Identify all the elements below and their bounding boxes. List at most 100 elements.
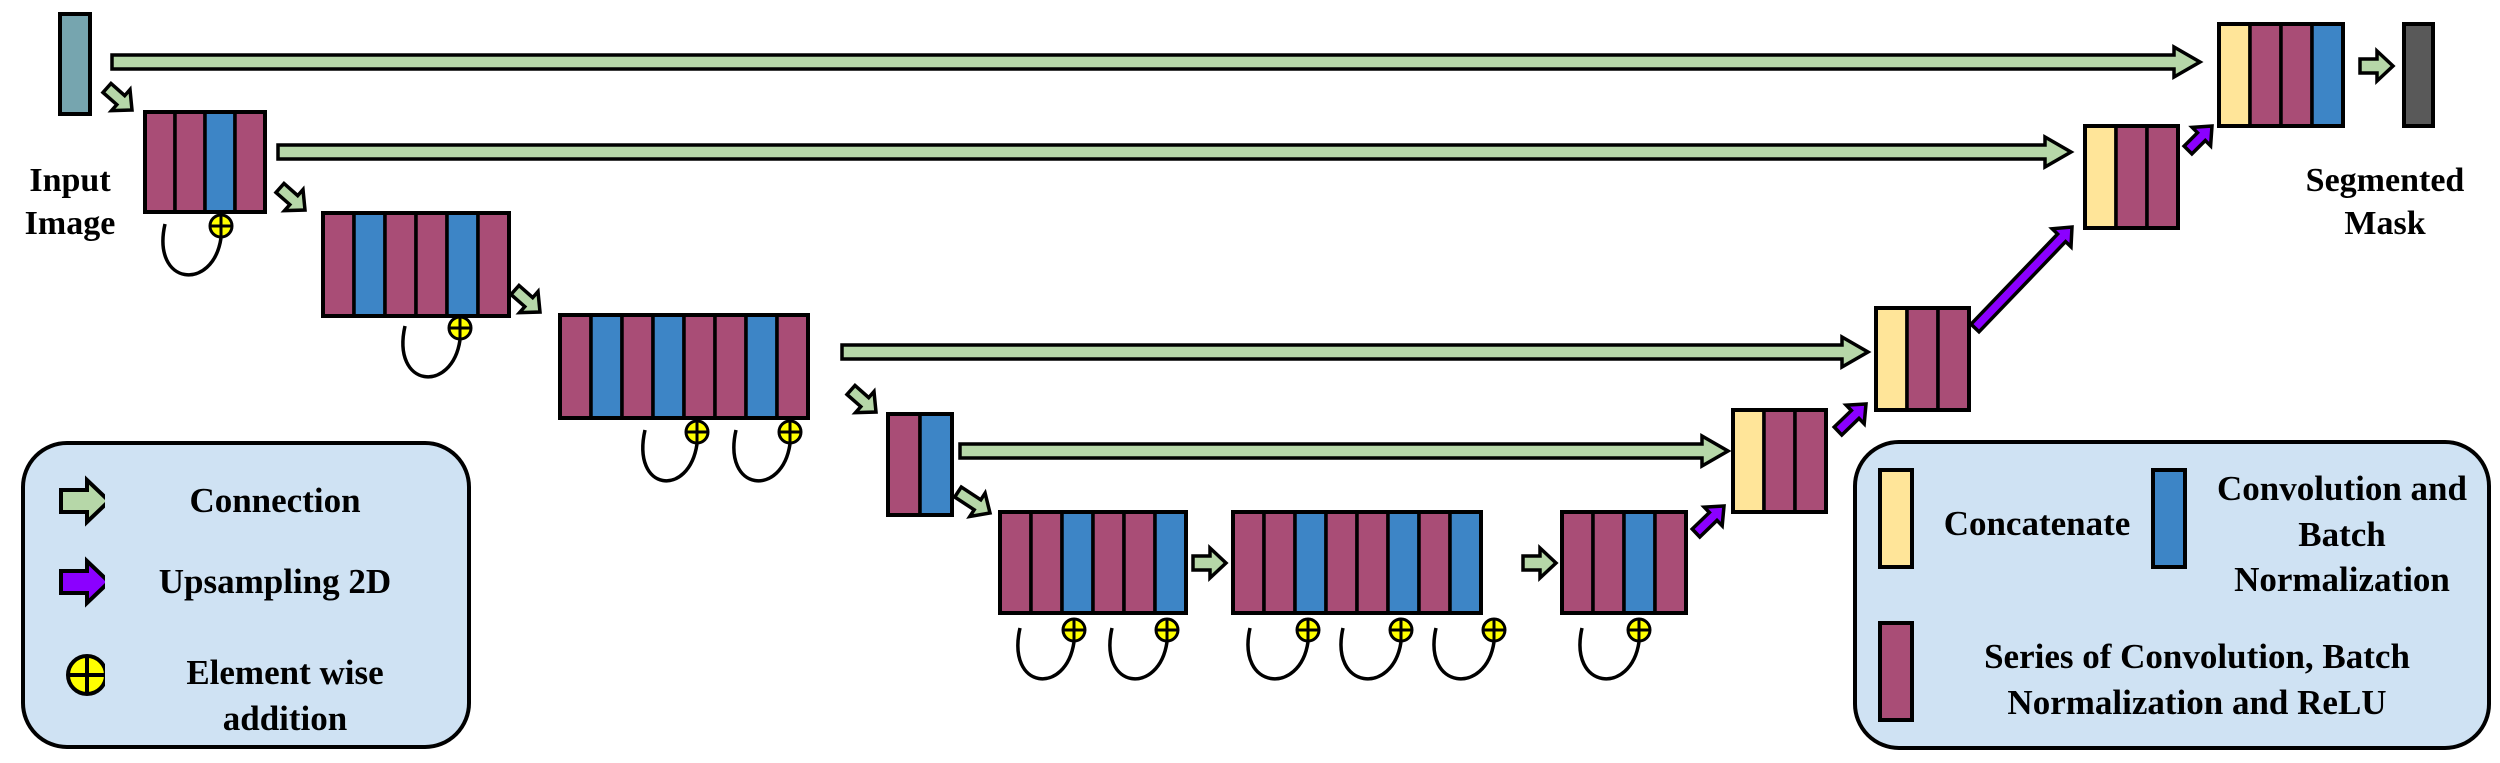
block-stripe [1936, 306, 1971, 412]
downsample-arrow [508, 283, 542, 315]
connection-arrow [1521, 543, 1559, 583]
legend-upsampling-label: Upsampling 2D [158, 562, 392, 601]
residual-loop [1108, 627, 1169, 681]
block-stripe [58, 12, 92, 116]
encoder-block-1 [143, 110, 267, 214]
legend-connection-label: Connection [189, 481, 361, 520]
block-stripe [1653, 510, 1688, 615]
element-wise-addition-icon [66, 654, 105, 696]
residual-loop [1432, 627, 1496, 681]
downsample-arrow [273, 181, 307, 213]
block-outline [1874, 306, 1971, 412]
skip-connection-arrow [276, 133, 2075, 171]
residual-connection [1108, 617, 1180, 681]
block-stripe [1060, 510, 1095, 615]
encoder-block-4 [886, 412, 954, 517]
block-stripe [1029, 510, 1064, 615]
residual-connection [1339, 617, 1414, 681]
block-stripe [203, 110, 237, 214]
feature-blocks [58, 12, 2435, 615]
legend-right-swatches [1878, 468, 2187, 722]
upsampling-arrow-icon [59, 556, 105, 608]
encoder-block-2 [321, 211, 511, 318]
residual-connection [1246, 617, 1321, 681]
block-stripe [2145, 124, 2180, 230]
block-stripe [744, 313, 779, 420]
residual-loop [401, 325, 462, 379]
block-outline [2083, 124, 2180, 230]
residual-connection [161, 213, 234, 277]
block-stripe [321, 211, 356, 318]
conv-bn-relu-swatch [1878, 621, 1914, 722]
block-stripe [173, 110, 207, 214]
connection-arrow [2358, 46, 2396, 86]
block-stripe [1324, 510, 1359, 615]
block-outline [886, 412, 954, 517]
block-stripe [713, 313, 748, 420]
residual-loop [1578, 627, 1641, 681]
block-stripe [476, 211, 511, 318]
decoder-block-4 [2217, 22, 2345, 128]
block-stripe [682, 313, 717, 420]
skip-connection-arrow [958, 432, 1732, 470]
block-outline [58, 12, 92, 116]
block-stripe [1417, 510, 1452, 615]
block-stripe [558, 313, 593, 420]
residual-loop [1016, 627, 1076, 681]
block-stripe [998, 510, 1033, 615]
downsample-arrow [844, 383, 878, 415]
encoder-block-3 [558, 313, 810, 420]
block-stripe [620, 313, 655, 420]
block-stripe [1560, 510, 1595, 615]
skip-connections [110, 43, 2204, 470]
residual-connection [1578, 617, 1652, 681]
block-outline [1731, 408, 1828, 514]
block-stripe [2217, 22, 2252, 128]
residual-loop [1246, 627, 1310, 681]
downsample-arrow [100, 81, 134, 113]
conv-bn-swatch [2151, 468, 2187, 569]
block-stripe [1591, 510, 1626, 615]
block-outline [1560, 510, 1688, 615]
block-stripe [1293, 510, 1328, 615]
block-outline [558, 313, 810, 420]
residual-loop [641, 429, 699, 483]
legend-addition-label: Element wise addition [186, 653, 384, 738]
block-stripe [1905, 306, 1940, 412]
residual-loops [161, 213, 1652, 681]
block-stripe [775, 313, 810, 420]
bridge-block-2 [1231, 510, 1483, 615]
residual-loop [161, 223, 223, 277]
legend-conv-bn-label: Convolution and Batch Normalization [2217, 469, 2467, 599]
block-stripe [2402, 22, 2435, 128]
block-stripe [1448, 510, 1483, 615]
legend-right: Concatenate Convolution and Batch Normal… [1853, 440, 2491, 750]
block-stripe [233, 110, 267, 214]
block-stripe [2114, 124, 2149, 230]
block-stripe [1231, 510, 1266, 615]
block-stripe [383, 211, 418, 318]
decoder-block-2 [1874, 306, 1971, 412]
upsample-arrow [2181, 124, 2214, 157]
residual-connection [641, 419, 710, 483]
downsample-arrow [952, 484, 993, 519]
block-stripe [918, 412, 954, 517]
bridge-block-1 [998, 510, 1188, 615]
bridge-block-3 [1560, 510, 1688, 615]
block-stripe [1091, 510, 1126, 615]
block-stripe [143, 110, 177, 214]
connection-arrow [1191, 543, 1229, 583]
decoder-block-1 [1731, 408, 1828, 514]
concatenate-swatch [1878, 468, 1914, 569]
block-outline [143, 110, 267, 214]
skip-connection-arrow [840, 333, 1872, 371]
block-outline [998, 510, 1188, 615]
flow-arrows [100, 46, 2396, 583]
block-outline [321, 211, 511, 318]
legend-left: Connection Upsampling 2D Element wise ad… [21, 441, 471, 749]
block-stripe [1355, 510, 1390, 615]
block-stripe [1386, 510, 1421, 615]
block-stripe [2248, 22, 2283, 128]
block-outline [2217, 22, 2345, 128]
